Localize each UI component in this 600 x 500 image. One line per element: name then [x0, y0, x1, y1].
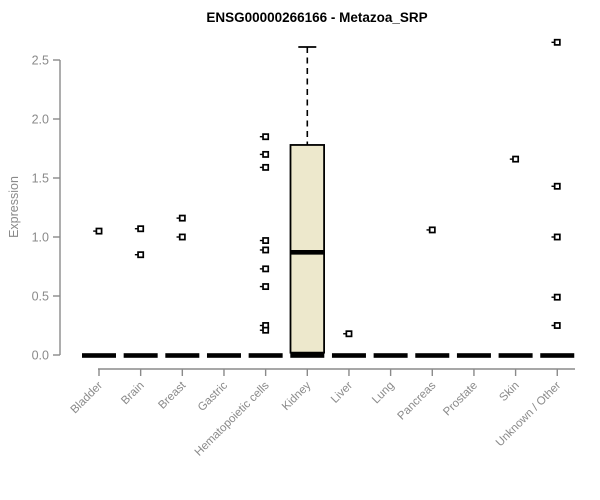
x-category-label: Pancreas [396, 379, 439, 422]
data-point [428, 226, 436, 234]
x-category-label: Brain [119, 380, 146, 407]
x-category-label: Skin [497, 380, 521, 404]
data-point [512, 155, 520, 163]
data-point [262, 150, 270, 158]
zero-expression-bar [331, 353, 366, 358]
data-point [553, 38, 561, 46]
data-point [262, 246, 270, 254]
data-point [262, 265, 270, 273]
data-point [345, 330, 353, 338]
x-category-label: Hematopoietic cells [193, 379, 272, 458]
data-point [553, 293, 561, 301]
plot-area: 0.0 0.5 1.0 1.5 2.0 2.5 Bladder Brain Breast Gast… [32, 38, 575, 459]
zero-expression-bar [373, 353, 408, 358]
zero-expression-bar [123, 353, 158, 358]
x-category-label: Prostate [441, 380, 480, 419]
data-point [262, 326, 270, 334]
y-tick-label: 2.0 [32, 113, 49, 127]
data-point [137, 251, 145, 259]
y-tick-label: 0.5 [32, 290, 49, 304]
data-point [553, 182, 561, 190]
zero-expression-bar [456, 353, 491, 358]
y-tick-label: 1.0 [32, 231, 49, 245]
data-point [553, 322, 561, 329]
data-point [553, 233, 561, 241]
zero-expression-bar [540, 353, 575, 358]
y-tick-label: 2.5 [32, 54, 49, 68]
box [289, 144, 325, 354]
data-point [262, 283, 270, 291]
x-category-label: Liver [329, 380, 355, 406]
x-category-label: Bladder [69, 380, 106, 417]
data-point [137, 225, 145, 233]
zero-expression-bar [415, 353, 450, 358]
data-point [262, 163, 270, 171]
data-point [262, 237, 270, 244]
y-tick-label: 1.5 [32, 172, 49, 186]
x-category-label: Gastric [196, 379, 230, 413]
x-category-label: Breast [156, 379, 189, 412]
zero-expression-bar [498, 353, 533, 358]
data-point [178, 214, 186, 222]
zero-expression-bar [206, 353, 241, 358]
x-category-label: Lung [370, 380, 397, 407]
data-point [262, 133, 270, 141]
x-category-label: Kidney [280, 379, 314, 413]
chart-title: ENSG00000266166 - Metazoa_SRP [206, 10, 427, 25]
zero-expression-bar [248, 353, 283, 358]
data-point [95, 227, 103, 235]
y-tick-label: 0.0 [32, 349, 49, 363]
y-axis-label: Expression [7, 176, 21, 238]
zero-expression-bar [165, 353, 200, 358]
zero-expression-bar [290, 353, 325, 358]
zero-expression-bar [82, 353, 116, 358]
data-point [178, 233, 186, 241]
